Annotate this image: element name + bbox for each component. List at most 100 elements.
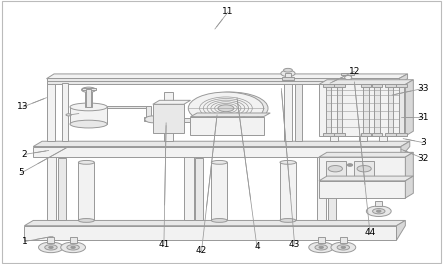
Ellipse shape: [66, 114, 71, 116]
Bar: [47, 79, 55, 141]
Ellipse shape: [281, 70, 295, 77]
Ellipse shape: [319, 246, 323, 248]
Ellipse shape: [373, 209, 385, 214]
Text: 31: 31: [417, 113, 429, 122]
Ellipse shape: [377, 210, 381, 212]
Bar: [372, 84, 382, 87]
Polygon shape: [319, 80, 413, 84]
Bar: [190, 117, 264, 135]
Bar: [340, 237, 347, 243]
Text: 12: 12: [349, 67, 360, 76]
Text: 42: 42: [196, 246, 207, 255]
Polygon shape: [399, 74, 408, 84]
Bar: [62, 83, 68, 141]
Ellipse shape: [71, 246, 75, 248]
Text: 41: 41: [158, 240, 170, 249]
Bar: [24, 226, 396, 240]
Bar: [319, 157, 405, 181]
Polygon shape: [405, 176, 413, 198]
Ellipse shape: [309, 242, 334, 253]
Bar: [334, 84, 345, 87]
Bar: [379, 79, 387, 141]
Bar: [47, 78, 399, 81]
Ellipse shape: [211, 161, 227, 164]
Ellipse shape: [366, 206, 391, 216]
Bar: [385, 84, 396, 87]
Polygon shape: [153, 100, 190, 104]
Bar: [388, 84, 393, 136]
Bar: [396, 84, 407, 87]
Polygon shape: [405, 80, 413, 136]
Bar: [85, 90, 92, 107]
Bar: [346, 74, 351, 81]
Bar: [385, 133, 396, 136]
Ellipse shape: [341, 246, 346, 248]
Bar: [107, 106, 149, 108]
Bar: [184, 156, 194, 220]
Ellipse shape: [70, 103, 107, 111]
Bar: [47, 156, 56, 220]
Polygon shape: [33, 141, 410, 147]
Ellipse shape: [39, 242, 63, 253]
Ellipse shape: [193, 92, 268, 124]
Ellipse shape: [337, 245, 350, 250]
Ellipse shape: [45, 245, 57, 250]
Bar: [361, 84, 371, 87]
Polygon shape: [47, 74, 408, 79]
Bar: [330, 79, 338, 141]
Ellipse shape: [345, 76, 352, 80]
Bar: [33, 147, 401, 157]
Ellipse shape: [347, 164, 353, 166]
Bar: [326, 161, 346, 177]
Ellipse shape: [78, 161, 94, 164]
Ellipse shape: [78, 219, 94, 222]
Bar: [323, 133, 334, 136]
Text: 13: 13: [17, 102, 29, 111]
Ellipse shape: [328, 166, 342, 172]
Ellipse shape: [280, 219, 296, 222]
Ellipse shape: [49, 246, 53, 248]
Bar: [280, 162, 296, 220]
Bar: [285, 73, 291, 79]
Text: 32: 32: [417, 154, 429, 163]
Bar: [70, 237, 77, 243]
Ellipse shape: [211, 219, 227, 222]
Bar: [47, 79, 399, 84]
Bar: [195, 158, 203, 220]
Bar: [78, 162, 94, 220]
Bar: [337, 84, 342, 136]
Polygon shape: [190, 113, 270, 117]
Polygon shape: [24, 220, 405, 226]
Bar: [319, 181, 405, 198]
Polygon shape: [401, 141, 410, 157]
Bar: [326, 84, 331, 136]
Polygon shape: [396, 220, 405, 240]
Ellipse shape: [280, 161, 296, 164]
Bar: [86, 89, 91, 107]
Bar: [372, 133, 382, 136]
Ellipse shape: [198, 116, 210, 124]
Ellipse shape: [284, 68, 292, 72]
Bar: [328, 158, 336, 220]
Bar: [164, 92, 173, 141]
Text: 5: 5: [19, 168, 24, 177]
Bar: [58, 158, 66, 220]
Bar: [359, 79, 367, 141]
Text: 1: 1: [22, 237, 27, 246]
Ellipse shape: [188, 92, 264, 124]
Ellipse shape: [218, 105, 234, 112]
Bar: [374, 84, 380, 136]
Ellipse shape: [145, 116, 161, 123]
Text: 2: 2: [22, 150, 27, 159]
Bar: [295, 82, 302, 141]
Text: 33: 33: [417, 84, 429, 93]
Ellipse shape: [61, 242, 85, 253]
Bar: [211, 162, 227, 220]
Polygon shape: [405, 152, 413, 181]
Bar: [47, 237, 54, 243]
Bar: [193, 92, 268, 124]
Bar: [319, 84, 405, 136]
Polygon shape: [319, 152, 413, 157]
Bar: [361, 133, 371, 136]
Bar: [146, 106, 151, 121]
